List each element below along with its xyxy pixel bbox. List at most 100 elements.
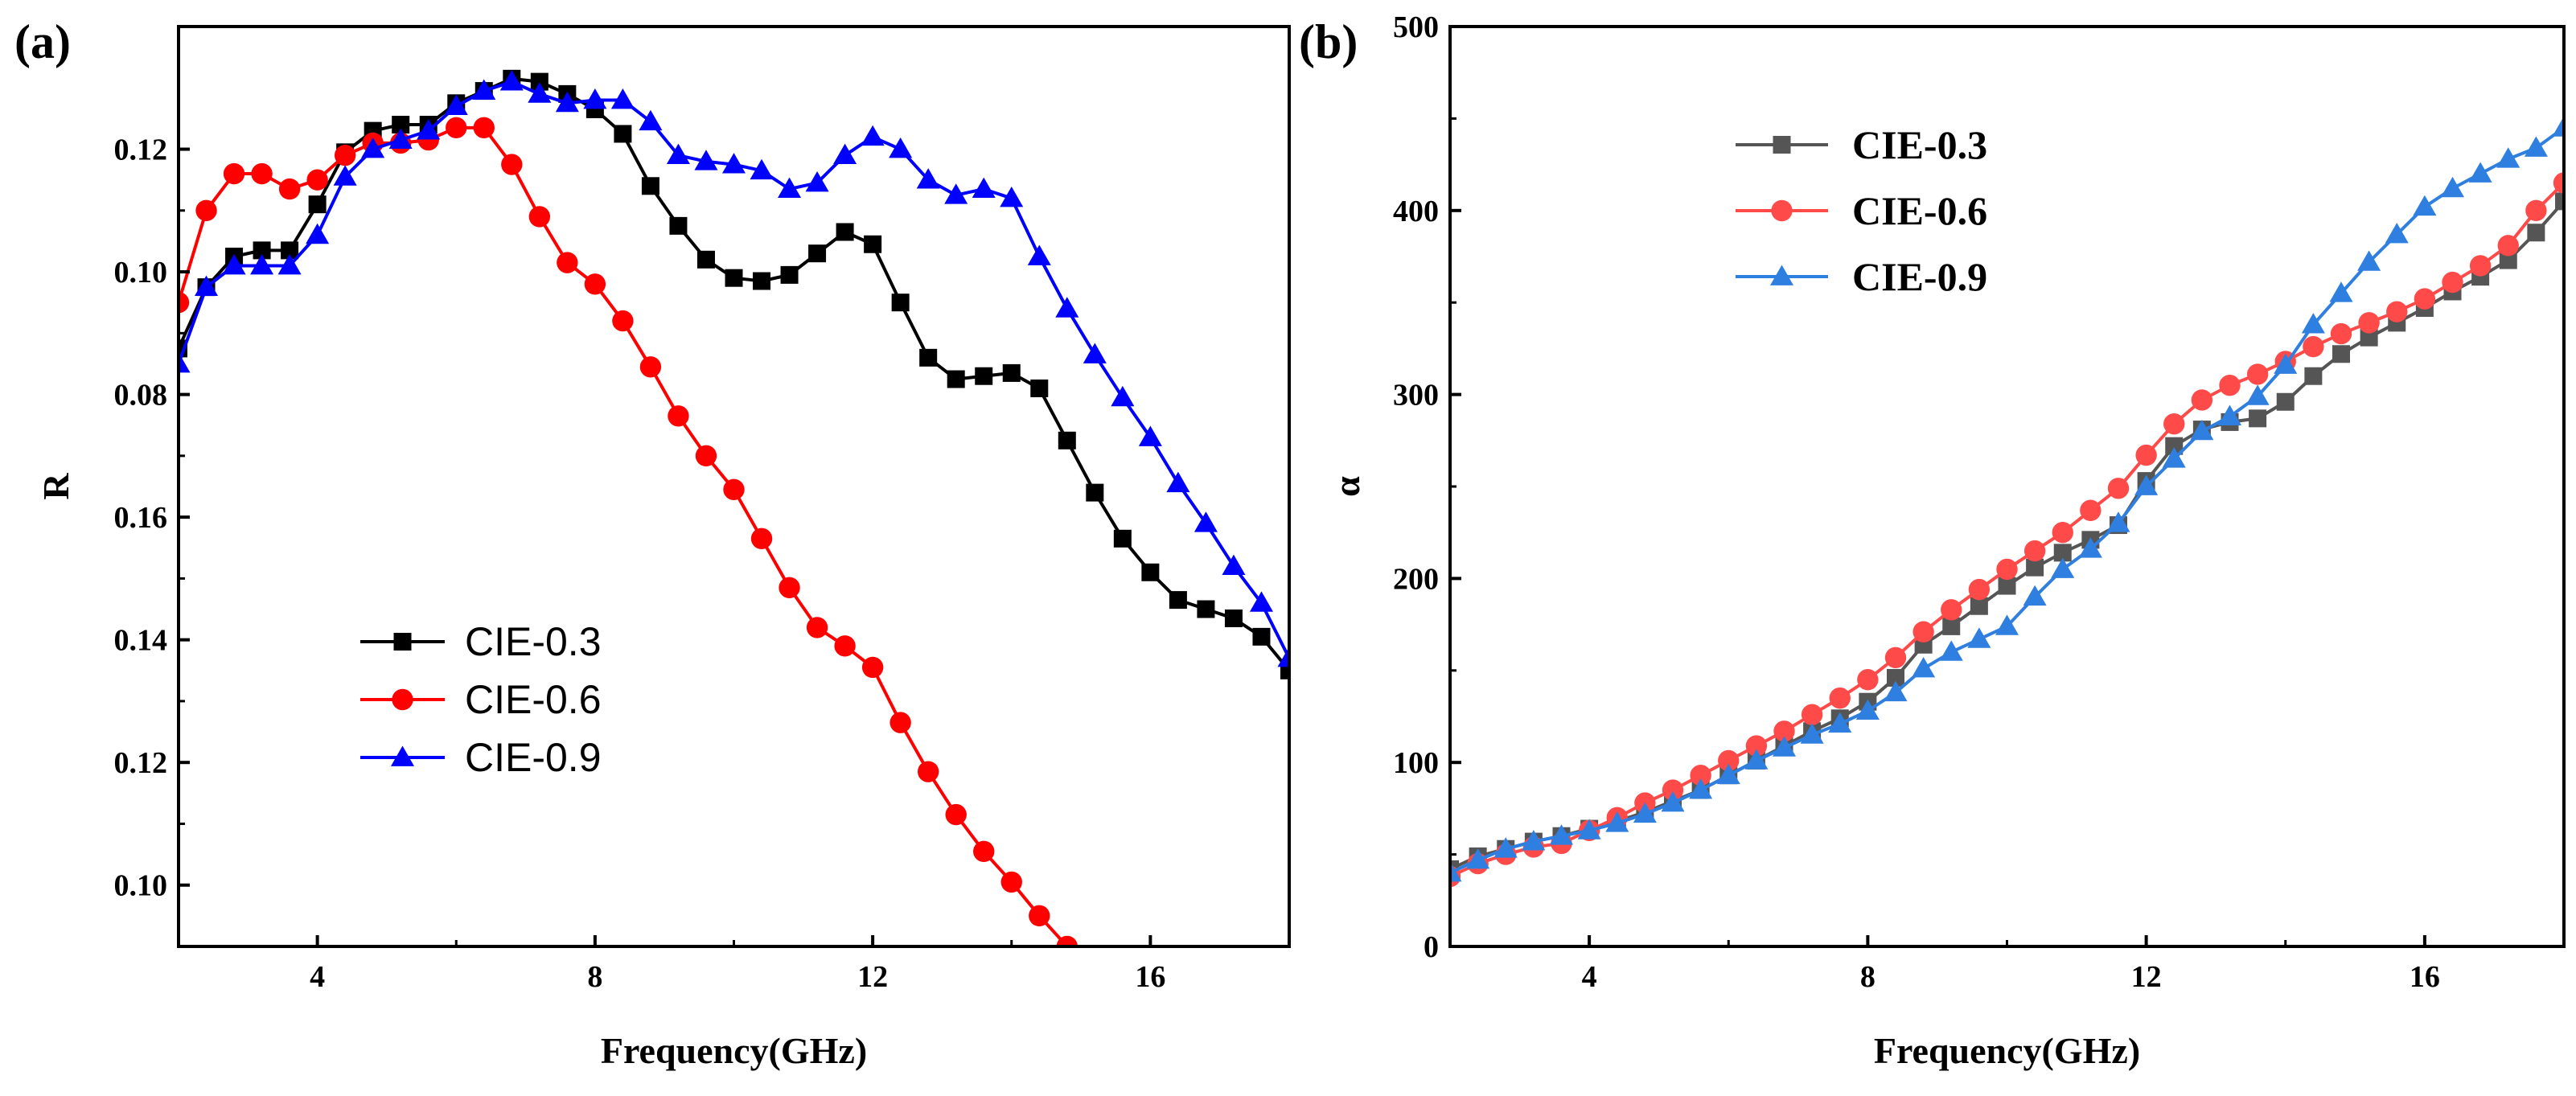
data-point	[1169, 591, 1187, 610]
legend-label: CIE-0.6	[1852, 188, 1987, 233]
data-point	[750, 158, 774, 180]
data-point	[2191, 389, 2213, 411]
data-point	[1772, 736, 1797, 757]
data-point	[2304, 367, 2323, 385]
data-point	[2053, 544, 2072, 562]
data-point	[778, 177, 802, 198]
data-point	[1998, 577, 2016, 595]
data-point	[2303, 335, 2324, 358]
panel-b: (b) 4 8 12 16 0 100 200 300 400 500 Frequency(GHz) α…	[1299, 10, 2566, 1071]
data-point	[2245, 384, 2270, 405]
data-point	[861, 656, 884, 679]
legend-item: CIE-0.9	[360, 735, 602, 780]
data-point	[1884, 680, 1908, 702]
data-point	[779, 577, 800, 599]
data-point	[417, 119, 441, 140]
data-point	[2386, 301, 2408, 322]
data-point	[1002, 363, 1021, 382]
x-axis-title: Frequency(GHz)	[1874, 1030, 2140, 1071]
legend-label: CIE-0.3	[1852, 122, 1987, 167]
data-point	[668, 405, 689, 427]
data-point	[2358, 312, 2380, 334]
data-point	[1942, 617, 1961, 635]
x-tick-label: 8	[587, 960, 602, 994]
data-point	[1195, 1034, 1216, 1055]
data-point	[2162, 447, 2186, 468]
data-point	[2332, 345, 2350, 363]
data-point	[584, 273, 606, 295]
data-point	[583, 88, 607, 109]
legend-label: CIE-0.6	[465, 677, 602, 722]
data-point	[1084, 960, 1105, 981]
y-tick-label: 200	[1393, 562, 1439, 596]
legend: CIE-0.3 CIE-0.6 CIE-0.9	[1736, 122, 1987, 299]
data-point	[669, 216, 688, 235]
data-point	[2023, 585, 2047, 606]
data-point	[179, 351, 191, 373]
legend-marker	[392, 688, 413, 711]
data-point	[1662, 779, 1684, 801]
data-point	[253, 241, 271, 260]
data-point	[947, 370, 965, 388]
data-point	[281, 241, 299, 260]
data-point	[944, 183, 968, 204]
data-point	[1967, 627, 1991, 648]
data-point	[1968, 578, 1991, 601]
data-point	[1086, 483, 1104, 502]
data-point	[1027, 244, 1051, 265]
data-point	[696, 250, 715, 269]
data-point	[1970, 597, 1988, 615]
data-point	[1633, 802, 1657, 823]
x-tick-label: 4	[310, 960, 325, 994]
y-tick-label: 0.14	[114, 624, 168, 658]
y-tick-label: 0	[1424, 930, 1439, 964]
data-point	[1197, 600, 1215, 618]
y-tick-label: 400	[1393, 195, 1439, 228]
data-point	[1744, 749, 1769, 770]
plot-area	[179, 69, 1289, 1079]
data-point	[864, 235, 882, 253]
data-point	[1996, 558, 2018, 581]
data-point	[278, 178, 301, 200]
data-point	[1140, 1004, 1161, 1024]
series-CIE-0.9	[179, 70, 1289, 667]
data-point	[2496, 147, 2521, 168]
y-tick-label: 0.10	[114, 256, 168, 289]
data-point	[222, 253, 246, 275]
data-point	[1605, 811, 1629, 832]
data-point	[945, 803, 967, 826]
data-point	[472, 79, 496, 100]
data-point	[641, 177, 659, 195]
data-point	[528, 206, 551, 228]
data-point	[1113, 529, 1132, 548]
x-tick-label: 16	[2410, 960, 2440, 994]
data-point	[1083, 343, 1107, 363]
data-point	[836, 223, 854, 241]
legend-item: CIE-0.6	[360, 677, 602, 722]
data-point	[195, 199, 217, 221]
data-point	[2413, 195, 2437, 216]
data-point	[723, 478, 745, 501]
data-point	[1912, 621, 1934, 642]
legend-item: CIE-0.9	[1736, 254, 1987, 299]
data-point	[2469, 255, 2492, 277]
series-CIE-0.6	[1450, 172, 2564, 888]
legend: CIE-0.3 CIE-0.6 CIE-0.9	[360, 619, 602, 780]
data-point	[861, 125, 885, 146]
legend-item: CIE-0.3	[1736, 122, 1987, 167]
y-tick-label: 0.08	[114, 379, 168, 413]
data-point	[2442, 271, 2463, 293]
data-point	[780, 265, 799, 284]
data-point	[919, 348, 938, 367]
y-axis-title: α	[1326, 476, 1367, 497]
data-point	[834, 635, 856, 657]
data-point	[1773, 720, 1795, 742]
data-point	[501, 154, 523, 175]
data-point	[612, 310, 634, 332]
data-point	[499, 70, 524, 91]
data-point	[1251, 1058, 1272, 1079]
data-point	[2552, 116, 2564, 137]
data-point	[1939, 640, 1963, 661]
data-point	[2385, 223, 2409, 244]
legend-marker	[1771, 199, 1793, 222]
